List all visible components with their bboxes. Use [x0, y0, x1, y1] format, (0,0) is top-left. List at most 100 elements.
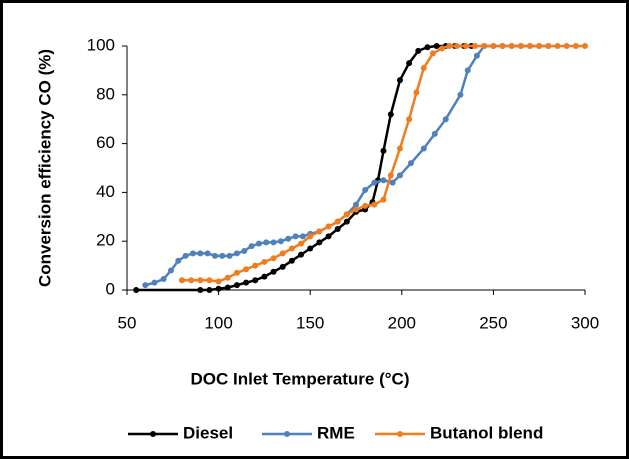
data-point	[241, 247, 248, 254]
data-point	[406, 116, 413, 123]
data-point	[197, 277, 204, 284]
series-line	[181, 44, 585, 283]
data-point	[279, 250, 286, 257]
data-point	[325, 233, 332, 240]
y-axis-label: Conversion efficiency CO (%)	[35, 49, 54, 287]
data-point	[415, 47, 422, 54]
data-point	[263, 239, 270, 246]
data-point	[215, 278, 222, 285]
x-tick-label: 200	[388, 313, 416, 332]
data-point	[307, 233, 314, 240]
data-point	[439, 45, 446, 52]
data-point	[442, 116, 449, 123]
x-tick-label: 250	[479, 313, 507, 332]
y-tick-label: 40	[96, 182, 115, 201]
data-point	[420, 145, 427, 152]
data-point	[353, 206, 359, 213]
data-point	[243, 266, 250, 273]
data-point	[270, 239, 277, 246]
data-point	[508, 43, 515, 49]
x-tick-label: 300	[571, 313, 599, 332]
data-point	[288, 257, 295, 264]
data-point	[288, 245, 295, 252]
data-point	[362, 186, 369, 193]
data-point	[446, 43, 453, 49]
data-point	[572, 43, 579, 49]
data-point	[243, 279, 250, 286]
data-point	[433, 43, 440, 49]
y-tick-label: 100	[87, 35, 115, 54]
data-point	[325, 223, 332, 230]
data-point	[175, 257, 182, 264]
data-point	[473, 52, 480, 59]
data-point	[387, 111, 394, 118]
data-point	[389, 179, 396, 186]
data-point	[142, 282, 149, 289]
legend-marker	[284, 431, 290, 437]
data-point	[261, 258, 268, 265]
data-point	[252, 277, 259, 284]
data-point	[527, 43, 534, 49]
data-point	[396, 172, 403, 179]
data-point	[211, 252, 218, 259]
data-point	[197, 287, 204, 293]
data-point	[178, 277, 185, 284]
data-point	[188, 277, 195, 284]
data-point	[407, 160, 414, 167]
data-point	[545, 43, 552, 49]
data-point	[226, 252, 233, 259]
data-point	[554, 43, 561, 49]
data-point	[582, 43, 588, 49]
x-tick-label: 50	[118, 313, 137, 332]
data-point	[453, 43, 460, 49]
data-point	[233, 282, 240, 289]
data-point	[431, 130, 438, 137]
data-point	[204, 250, 211, 257]
data-point	[420, 64, 427, 71]
data-point	[362, 202, 369, 209]
data-point	[490, 43, 497, 49]
data-point	[462, 43, 469, 49]
data-point	[371, 201, 378, 208]
data-point	[472, 43, 479, 49]
data-point	[182, 252, 189, 259]
data-point	[261, 273, 268, 280]
y-tick-label: 0	[106, 279, 115, 298]
data-point	[233, 269, 240, 276]
data-point	[353, 201, 359, 208]
data-point	[298, 251, 305, 258]
data-point	[215, 285, 222, 292]
y-tick-label: 80	[96, 84, 115, 103]
data-point	[224, 274, 231, 281]
data-point	[464, 67, 471, 74]
data-point	[292, 233, 299, 240]
data-point	[413, 89, 420, 96]
data-point	[270, 268, 277, 275]
data-point	[380, 196, 387, 203]
x-tick-label: 100	[204, 313, 232, 332]
data-point	[160, 276, 167, 283]
data-point	[343, 218, 350, 225]
data-point	[481, 43, 488, 49]
data-point	[252, 262, 259, 269]
y-tick-label: 60	[96, 133, 115, 152]
data-point	[277, 238, 284, 245]
data-point	[334, 226, 341, 232]
data-point	[167, 267, 174, 274]
data-point	[380, 177, 387, 184]
data-point	[406, 60, 413, 67]
legend-label: RME	[317, 423, 355, 442]
data-point	[133, 287, 140, 293]
data-point	[380, 147, 387, 154]
data-point	[499, 43, 506, 49]
data-point	[334, 218, 341, 225]
legend-label: Diesel	[183, 423, 233, 442]
data-point	[206, 287, 213, 293]
data-point	[224, 284, 231, 291]
y-tick-label: 20	[96, 231, 115, 250]
legend-marker	[150, 431, 156, 437]
data-point	[189, 250, 196, 257]
data-point	[517, 43, 524, 49]
